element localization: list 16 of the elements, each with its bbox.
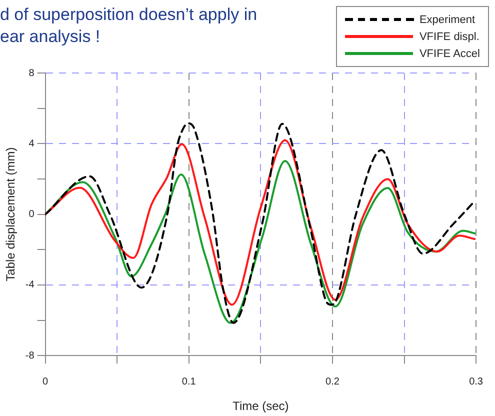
x-tick-label: 0 <box>42 376 49 388</box>
y-tick-label: 8 <box>28 68 35 79</box>
x-axis-title: Time (sec) <box>232 399 289 414</box>
x-tick-label: 0.1 <box>182 376 196 388</box>
line-series <box>45 122 476 324</box>
legend-label: VFIFE displ. <box>419 30 480 42</box>
legend-label: Experiment <box>419 14 476 26</box>
x-tick-label: 0.3 <box>469 376 484 388</box>
chart-title: d of superposition doesn’t apply in ear analysis ! <box>0 4 258 48</box>
y-tick-label: 0 <box>28 209 35 220</box>
legend-label: VFIFE Accel <box>419 48 480 60</box>
y-tick-label: -8 <box>25 350 35 362</box>
y-tick-label: -4 <box>25 280 35 291</box>
y-tick-label: 4 <box>28 138 35 150</box>
x-tick-label: 0.2 <box>326 376 340 388</box>
y-axis-title: Table displacement (mm) <box>4 147 18 282</box>
